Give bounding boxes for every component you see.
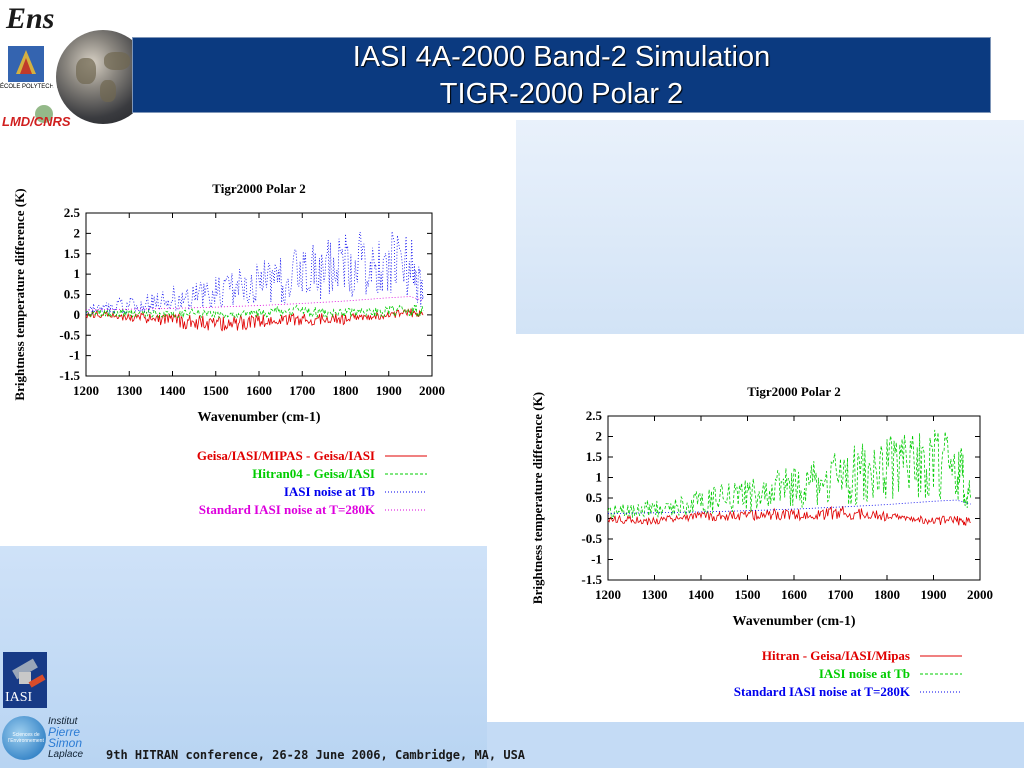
x-tick-label: 1800 — [333, 383, 359, 398]
x-tick-label: 1700 — [828, 587, 854, 602]
lmd-logo: LMD/CNRS — [2, 104, 92, 128]
polytechnique-logo — [8, 46, 44, 82]
x-axis-label: Wavenumber (cm-1) — [733, 614, 856, 629]
legend-label: Standard IASI noise at T=280K — [734, 684, 911, 699]
ipsl-line-1: Institut — [48, 716, 78, 727]
background-panel-footer — [487, 722, 1024, 768]
x-tick-label: 1300 — [116, 383, 142, 398]
series-line — [607, 429, 972, 519]
y-tick-label: 0.5 — [586, 490, 603, 505]
x-tick-label: 1500 — [735, 587, 761, 602]
y-tick-label: -1 — [591, 552, 602, 567]
x-tick-label: 1500 — [203, 383, 229, 398]
legend-label: Standard IASI noise at T=280K — [199, 502, 376, 517]
y-tick-label: -1.5 — [59, 368, 80, 383]
y-tick-label: 2.5 — [64, 205, 81, 220]
x-axis-label: Wavenumber (cm-1) — [198, 410, 321, 425]
y-tick-label: 0 — [74, 307, 81, 322]
x-tick-label: 1800 — [874, 587, 900, 602]
chart-title: Tigr2000 Polar 2 — [212, 181, 305, 196]
polytechnique-label: ÉCOLE POLYTECHNIQUE — [0, 84, 73, 90]
globe-land-icon — [76, 58, 96, 84]
y-tick-label: 1 — [74, 266, 81, 281]
slide-subtitle: TIGR-2000 Polar 2 — [439, 78, 684, 110]
x-tick-label: 2000 — [967, 587, 993, 602]
legend-label: Hitran04 - Geisa/IASI — [252, 466, 375, 481]
y-tick-label: -0.5 — [59, 327, 80, 342]
y-tick-label: 2 — [596, 429, 603, 444]
legend-label: Geisa/IASI/MIPAS - Geisa/IASI — [197, 448, 375, 463]
plot-frame — [607, 415, 981, 581]
legend-label: Hitran - Geisa/IASI/Mipas — [762, 648, 910, 663]
ipsl-circle-label: Sciences de l'Environnement — [8, 732, 44, 744]
series-line — [607, 499, 971, 514]
legend-label: IASI noise at Tb — [819, 666, 910, 681]
title-bar: IASI 4A-2000 Band-2 Simulation TIGR-2000… — [132, 37, 991, 113]
x-tick-label: 1200 — [595, 587, 621, 602]
iasi-logo: IASI — [3, 652, 47, 708]
y-tick-label: 0 — [596, 511, 603, 526]
ipsl-line-2: Pierre — [48, 725, 81, 739]
slide-title: IASI 4A-2000 Band-2 Simulation — [352, 41, 771, 73]
x-tick-label: 1700 — [289, 383, 315, 398]
y-tick-label: 2 — [74, 225, 81, 240]
series-line — [85, 231, 424, 315]
ipsl-logo: Sciences de l'Environnement Institut Pie… — [0, 712, 100, 768]
legend-label: IASI noise at Tb — [284, 484, 375, 499]
y-tick-label: 2.5 — [586, 408, 603, 423]
background-panel-left — [0, 546, 487, 768]
x-tick-label: 1900 — [376, 383, 402, 398]
x-tick-label: 1600 — [246, 383, 272, 398]
y-tick-label: -1 — [69, 348, 80, 363]
x-tick-label: 1400 — [160, 383, 186, 398]
background-panel-right — [516, 120, 1024, 334]
ipsl-label: Institut Pierre Simon Laplace — [48, 716, 83, 760]
y-tick-label: 1.5 — [586, 449, 603, 464]
y-tick-label: -1.5 — [581, 572, 602, 587]
y-tick-label: 1 — [596, 470, 603, 485]
y-axis-label: Brightness temperature difference (K) — [12, 188, 27, 400]
iasi-label: IASI — [5, 690, 33, 705]
y-axis-label: Brightness temperature difference (K) — [530, 392, 545, 604]
y-tick-label: -0.5 — [581, 531, 602, 546]
ens-logo: Ens — [6, 2, 55, 35]
y-tick-label: 0.5 — [64, 287, 81, 302]
x-tick-label: 2000 — [419, 383, 445, 398]
plot-frame — [85, 212, 433, 377]
x-tick-label: 1300 — [642, 587, 668, 602]
lmd-label: LMD/CNRS — [2, 114, 71, 128]
ipsl-globe-icon: Sciences de l'Environnement — [2, 716, 46, 760]
x-tick-label: 1200 — [73, 383, 99, 398]
ipsl-line-3: Simon — [48, 736, 83, 750]
globe-land-icon — [100, 80, 116, 102]
x-tick-label: 1900 — [921, 587, 947, 602]
x-tick-label: 1400 — [688, 587, 714, 602]
y-tick-label: 1.5 — [64, 246, 81, 261]
chart-title: Tigr2000 Polar 2 — [747, 384, 840, 399]
series-line — [607, 505, 971, 526]
series-line — [85, 304, 424, 319]
ipsl-line-4: Laplace — [48, 749, 84, 760]
globe-land-icon — [104, 52, 130, 70]
footer-text: 9th HITRAN conference, 26-28 June 2006, … — [106, 748, 526, 762]
x-tick-label: 1600 — [781, 587, 807, 602]
